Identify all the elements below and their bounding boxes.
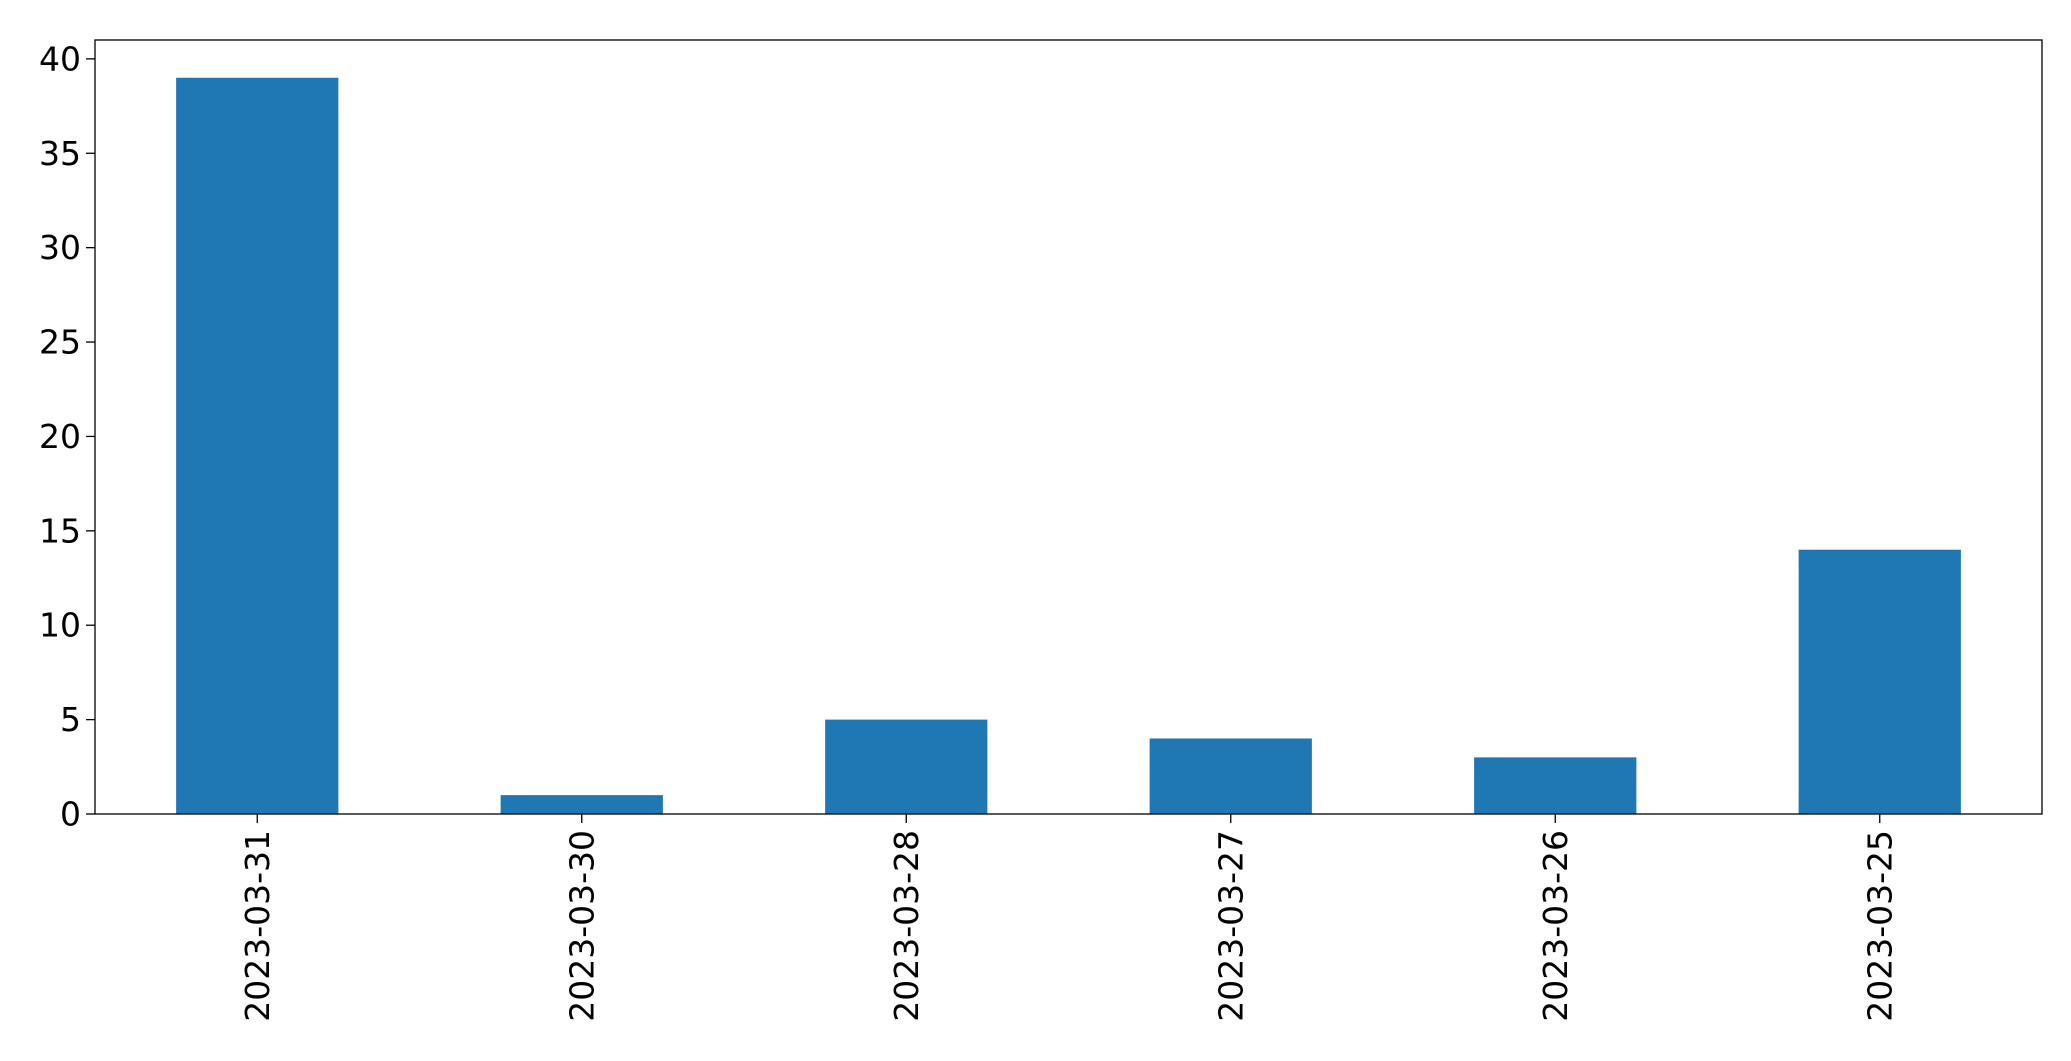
y-tick-label: 20: [39, 417, 81, 456]
y-tick-label: 25: [39, 323, 81, 362]
bar-2023-03-31: [176, 77, 339, 814]
x-tick-label: 2023-03-26: [1536, 830, 1575, 1022]
bar-2023-03-26: [1474, 757, 1637, 814]
bar-2023-03-25: [1798, 549, 1961, 814]
y-tick-label: 0: [60, 795, 81, 834]
x-tick-label: 2023-03-27: [1211, 830, 1250, 1022]
x-tick-label: 2023-03-28: [887, 830, 926, 1022]
x-tick-label: 2023-03-30: [562, 830, 601, 1022]
y-tick-label: 15: [39, 511, 81, 550]
bars-group: [176, 77, 1961, 814]
bar-2023-03-28: [825, 719, 988, 814]
y-tick-label: 5: [60, 700, 81, 739]
y-axis: 0 5 10 15 20 25 30 35 40: [39, 39, 95, 834]
x-tick-label: 2023-03-31: [238, 830, 277, 1022]
bar-2023-03-27: [1149, 738, 1312, 814]
y-tick-label: 40: [39, 39, 81, 78]
x-axis: 2023-03-31 2023-03-30 2023-03-28 2023-03-27…: [238, 814, 1899, 1022]
y-tick-label: 30: [39, 228, 81, 267]
x-tick-label: 2023-03-25: [1860, 830, 1899, 1022]
bar-2023-03-30: [500, 795, 663, 814]
y-tick-label: 35: [39, 134, 81, 173]
y-tick-label: 10: [39, 606, 81, 645]
plot-frame: [94, 39, 2043, 815]
